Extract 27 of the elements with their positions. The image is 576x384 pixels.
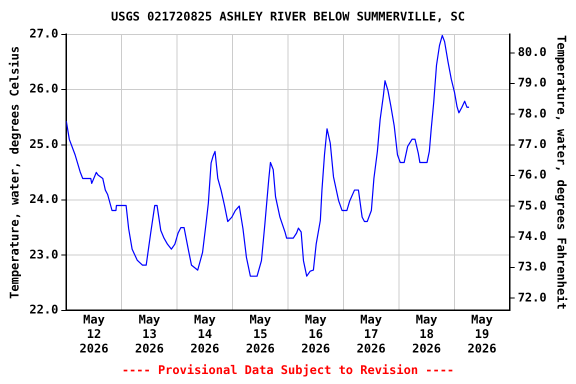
y-tick-label: 22.0 xyxy=(29,302,58,317)
y2-tick-label: 72.0 xyxy=(518,290,547,304)
y2-tick-label: 80.0 xyxy=(518,44,547,59)
chart-title: USGS 021720825 ASHLEY RIVER BELOW SUMMERVILLE, SC xyxy=(110,9,466,24)
y2-tick-label: 79.0 xyxy=(518,76,547,90)
y2-tick-label: 77.0 xyxy=(518,136,547,151)
text: ---- Provisional Data Subject to Revision ---- xyxy=(122,362,454,377)
y-axis-title: Temperature, water, degrees Celsius xyxy=(7,46,22,299)
y2-tick-label: 74.0 xyxy=(518,228,547,243)
y2-tick-label: 76.0 xyxy=(518,168,547,182)
x-tick-label: May 18 2026 xyxy=(412,312,442,356)
x-tick-label: May 15 2026 xyxy=(246,312,275,356)
x-tick-label: May 13 2026 xyxy=(134,312,164,356)
x-tick-label: May 17 2026 xyxy=(356,312,386,356)
y-tick-label: 25.0 xyxy=(29,136,58,151)
y2-axis-title: Temperature, water, degrees Fahrenheit xyxy=(554,35,569,310)
x-tick-label: May 14 2026 xyxy=(190,312,220,356)
y-tick-label: 26.0 xyxy=(29,82,58,96)
y2-tick-label: 73.0 xyxy=(518,260,547,274)
y2-tick-label: 75.0 xyxy=(518,198,547,212)
y-tick-label: 27.0 xyxy=(29,26,58,41)
x-tick-label: May 16 2026 xyxy=(301,312,330,356)
y-tick-label: 23.0 xyxy=(29,247,58,262)
y-tick-label: 24.0 xyxy=(29,192,58,206)
y2-tick-label: 78.0 xyxy=(518,106,547,120)
x-tick-label: May 12 2026 xyxy=(80,312,108,356)
x-tick-label: May 19 2026 xyxy=(468,312,496,356)
